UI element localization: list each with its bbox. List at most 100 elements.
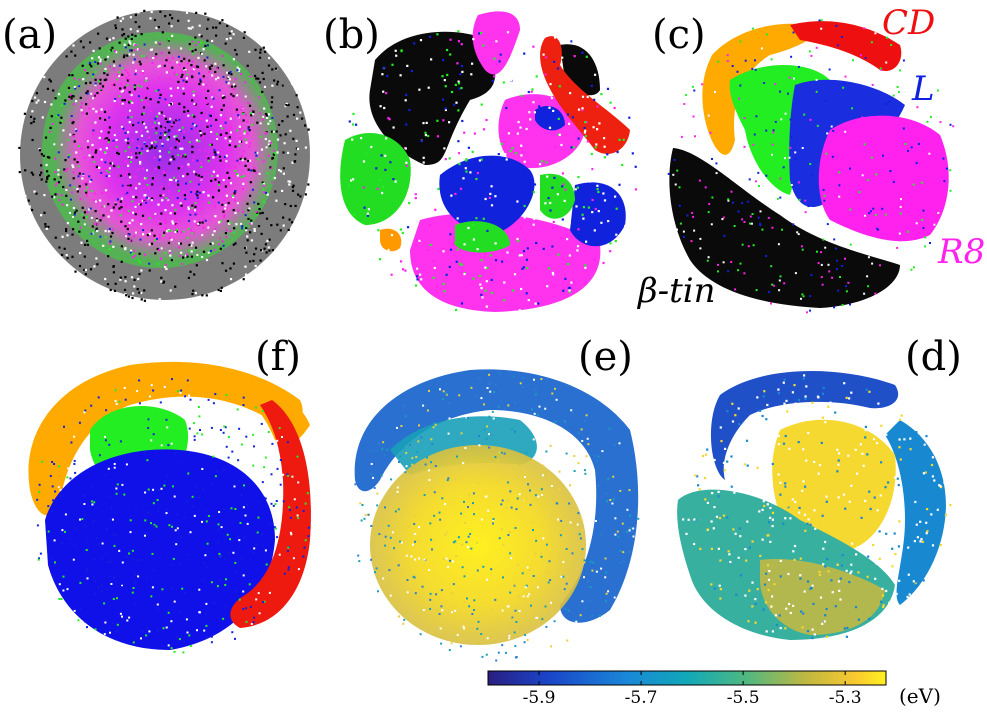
scatter-point bbox=[151, 126, 154, 128]
scatter-point bbox=[373, 487, 376, 489]
scatter-point bbox=[507, 54, 510, 58]
scatter-point bbox=[72, 121, 75, 124]
scatter-point bbox=[433, 422, 436, 425]
scatter-point bbox=[717, 490, 720, 493]
scatter-point bbox=[174, 90, 177, 93]
scatter-point bbox=[194, 48, 197, 51]
scatter-point bbox=[454, 242, 457, 245]
scatter-point bbox=[435, 303, 438, 306]
scatter-point bbox=[835, 24, 838, 27]
scatter-point bbox=[413, 42, 416, 45]
scatter-point bbox=[913, 537, 916, 540]
scatter-point bbox=[534, 393, 537, 396]
scatter-point bbox=[897, 91, 900, 94]
scatter-point bbox=[246, 132, 249, 135]
scatter-point bbox=[827, 405, 830, 408]
scatter-point bbox=[516, 132, 519, 135]
scatter-point bbox=[227, 456, 230, 459]
scatter-point bbox=[885, 61, 888, 64]
scatter-point bbox=[142, 106, 146, 109]
scatter-point bbox=[225, 229, 228, 232]
scatter-point bbox=[174, 95, 177, 98]
scatter-point bbox=[882, 154, 884, 157]
scatter-point bbox=[462, 625, 465, 628]
scatter-point bbox=[518, 254, 521, 257]
scatter-point bbox=[126, 79, 129, 82]
scatter-point bbox=[518, 309, 521, 312]
scatter-point bbox=[820, 251, 822, 254]
scatter-point bbox=[482, 128, 486, 131]
scatter-point bbox=[813, 460, 816, 464]
scatter-point bbox=[363, 206, 366, 209]
scatter-point bbox=[107, 230, 110, 233]
scatter-point bbox=[291, 189, 295, 192]
scatter-point bbox=[124, 160, 127, 162]
scatter-point bbox=[99, 88, 102, 91]
scatter-point bbox=[160, 51, 163, 54]
scatter-point bbox=[263, 201, 266, 204]
scatter-point bbox=[612, 498, 615, 501]
scatter-point bbox=[673, 158, 676, 161]
scatter-point bbox=[791, 498, 794, 501]
scatter-point bbox=[468, 494, 471, 497]
scatter-point bbox=[218, 89, 221, 92]
scatter-point bbox=[929, 438, 932, 441]
scatter-point bbox=[92, 73, 95, 76]
scatter-point bbox=[134, 573, 137, 576]
scatter-point bbox=[728, 553, 731, 556]
scatter-point bbox=[824, 540, 827, 544]
scatter-point bbox=[455, 555, 458, 558]
scatter-point bbox=[131, 219, 134, 222]
scatter-point bbox=[191, 207, 194, 209]
scatter-point bbox=[615, 207, 618, 210]
scatter-point bbox=[60, 143, 63, 146]
scatter-point bbox=[224, 137, 227, 140]
scatter-point bbox=[589, 586, 592, 589]
scatter-point bbox=[234, 637, 236, 640]
scatter-point bbox=[253, 616, 256, 619]
scatter-point bbox=[447, 402, 450, 404]
scatter-point bbox=[505, 651, 507, 654]
scatter-point bbox=[906, 595, 909, 599]
scatter-point bbox=[565, 608, 568, 611]
scatter-point bbox=[415, 275, 419, 278]
scatter-point bbox=[182, 87, 185, 90]
scatter-point bbox=[788, 447, 791, 450]
scatter-point bbox=[427, 86, 430, 89]
scatter-point bbox=[79, 252, 82, 255]
scatter-point bbox=[85, 191, 88, 194]
scatter-point bbox=[516, 237, 519, 241]
scatter-point bbox=[877, 146, 880, 149]
scatter-point bbox=[209, 114, 212, 117]
scatter-point bbox=[565, 548, 568, 550]
scatter-point bbox=[769, 506, 772, 510]
scatter-point bbox=[113, 83, 116, 86]
scatter-point bbox=[704, 186, 707, 189]
scatter-point bbox=[485, 305, 488, 308]
scatter-point bbox=[498, 167, 502, 170]
scatter-point bbox=[217, 76, 220, 79]
scatter-point bbox=[441, 609, 444, 612]
scatter-point bbox=[512, 289, 515, 292]
scatter-point bbox=[804, 397, 807, 400]
scatter-point bbox=[79, 198, 82, 200]
scatter-point bbox=[876, 227, 879, 230]
scatter-point bbox=[143, 100, 146, 103]
scatter-point bbox=[821, 514, 824, 517]
scatter-point bbox=[53, 539, 56, 542]
scatter-point bbox=[181, 136, 183, 139]
scatter-point bbox=[418, 88, 421, 91]
scatter-point bbox=[193, 170, 196, 173]
scatter-point bbox=[447, 432, 450, 435]
scatter-point bbox=[205, 84, 208, 87]
scatter-point bbox=[831, 591, 834, 594]
scatter-point bbox=[924, 236, 927, 239]
scatter-point bbox=[166, 475, 169, 478]
scatter-point bbox=[730, 190, 733, 193]
scatter-point bbox=[727, 198, 730, 201]
scatter-point bbox=[84, 273, 87, 276]
scatter-point bbox=[252, 433, 255, 436]
scatter-point bbox=[125, 294, 128, 297]
scatter-point bbox=[148, 262, 151, 265]
scatter-point bbox=[112, 576, 115, 579]
